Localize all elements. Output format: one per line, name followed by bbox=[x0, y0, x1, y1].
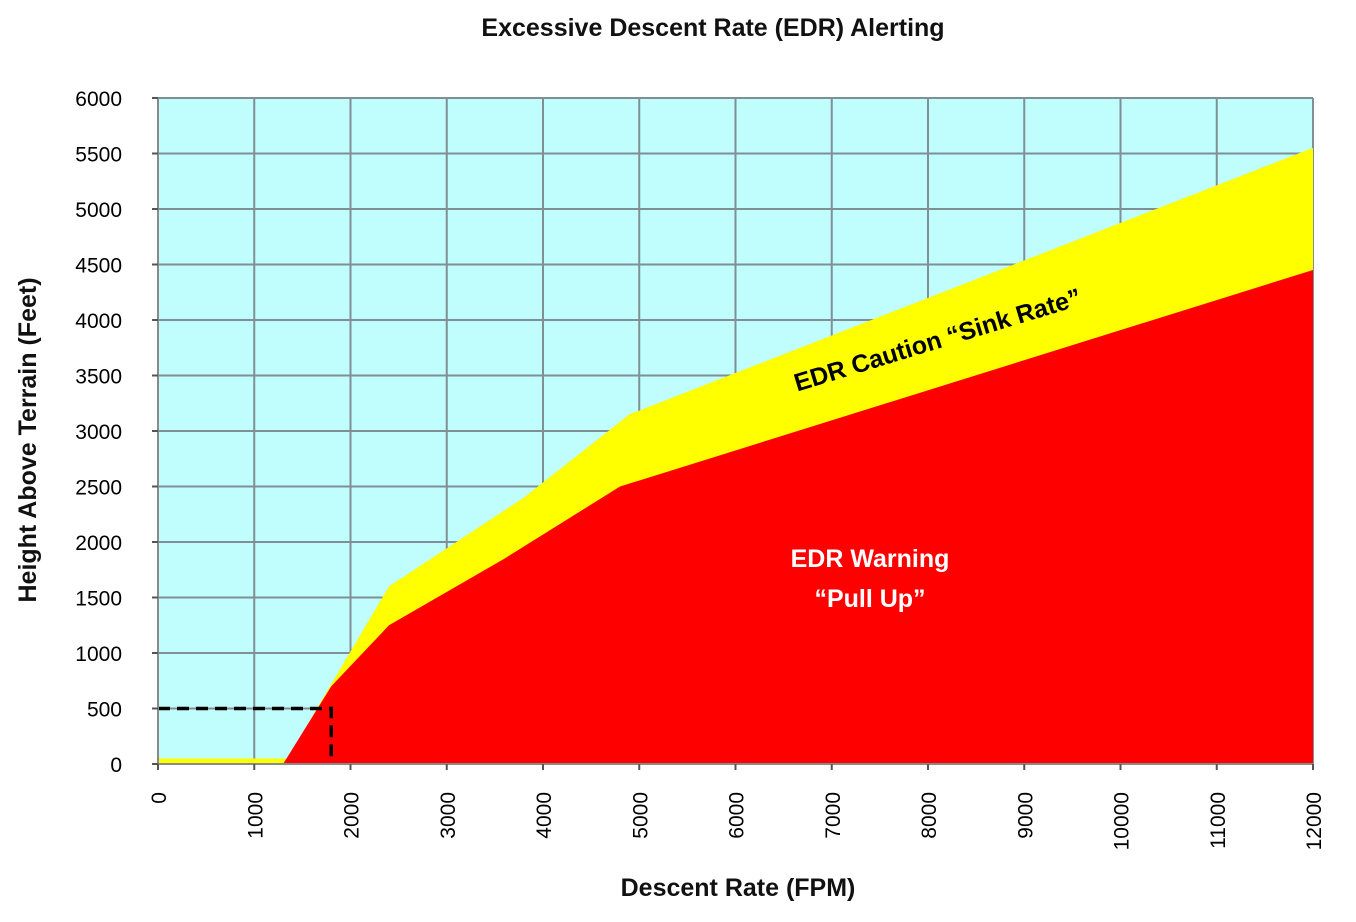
x-tick-label: 8000 bbox=[918, 792, 941, 839]
x-axis-title: Descent Rate (FPM) bbox=[621, 874, 856, 902]
warning-area bbox=[283, 270, 1314, 764]
series-areas bbox=[158, 147, 1314, 764]
y-tick-label: 1000 bbox=[75, 643, 122, 666]
axes bbox=[152, 97, 1314, 770]
x-tick-label: 2000 bbox=[341, 792, 364, 839]
y-tick-label: 2500 bbox=[75, 477, 122, 500]
chart-title: Excessive Descent Rate (EDR) Alerting bbox=[481, 14, 944, 42]
x-tick-label: 9000 bbox=[1014, 792, 1037, 839]
warning-region-label-line2: “Pull Up” bbox=[814, 585, 925, 613]
x-tick-label: 5000 bbox=[629, 792, 652, 839]
y-tick-label: 4000 bbox=[75, 310, 122, 333]
reference-marker bbox=[158, 706, 333, 764]
x-tick-label: 6000 bbox=[726, 792, 749, 839]
y-tick-label: 5000 bbox=[75, 199, 122, 222]
y-tick-label: 0 bbox=[110, 754, 122, 777]
y-tick-label: 3000 bbox=[75, 421, 122, 444]
y-tick-label: 1500 bbox=[75, 588, 122, 611]
x-tick-label: 10000 bbox=[1111, 792, 1134, 850]
y-tick-label: 2000 bbox=[75, 532, 122, 555]
warning-region-label-line1: EDR Warning bbox=[791, 545, 950, 573]
x-tick-label: 1000 bbox=[244, 792, 267, 839]
x-tick-label: 0 bbox=[148, 792, 171, 804]
x-tick-label: 7000 bbox=[822, 792, 845, 839]
y-tick-label: 5500 bbox=[75, 144, 122, 167]
x-tick-label: 3000 bbox=[437, 792, 460, 839]
y-tick-label: 4500 bbox=[75, 255, 122, 278]
y-tick-labels: 6000550050004500400035003000250020001500… bbox=[75, 88, 122, 777]
y-tick-label: 6000 bbox=[75, 88, 122, 111]
y-tick-label: 500 bbox=[87, 699, 122, 722]
x-tick-label: 4000 bbox=[533, 792, 556, 839]
x-tick-labels: 0 1000 2000 3000 4000 5000 6000 7000 8000 9000 100… bbox=[148, 792, 1326, 850]
x-tick-label: 12000 bbox=[1303, 792, 1326, 850]
y-tick-label: 3500 bbox=[75, 366, 122, 389]
reference-dashed-line bbox=[158, 706, 333, 764]
x-tick-label: 11000 bbox=[1207, 792, 1230, 849]
y-axis-title: Height Above Terrain (Feet) bbox=[14, 277, 42, 602]
